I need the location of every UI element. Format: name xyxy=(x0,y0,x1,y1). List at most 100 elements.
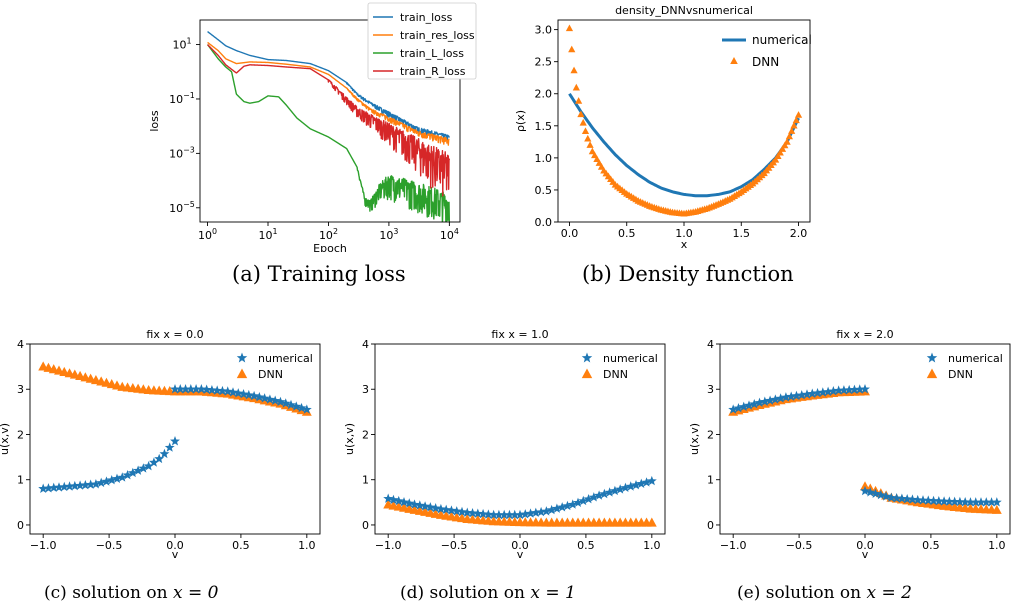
numerical-marker xyxy=(960,496,971,507)
density-xtick-label: 2.0 xyxy=(790,227,808,240)
numerical-marker xyxy=(478,508,489,519)
numerical-marker xyxy=(754,397,765,408)
numerical-marker xyxy=(604,487,615,497)
numerical-marker xyxy=(462,507,473,517)
numerical-marker xyxy=(860,384,870,394)
numerical-marker xyxy=(828,386,839,396)
solution-x0-xlabel: v xyxy=(172,548,179,560)
numerical-marker xyxy=(728,404,739,414)
solution-x1-ytick-label: 0 xyxy=(362,519,369,532)
solution-x2-title: fix x = 2.0 xyxy=(836,328,893,341)
density-legend: numerical DNN xyxy=(722,33,812,69)
solution-x1-xtick-label: 1.0 xyxy=(643,539,661,552)
numerical-marker xyxy=(483,509,494,519)
dnn-marker xyxy=(772,155,780,163)
numerical-marker xyxy=(206,384,217,395)
solution-x0-chart: −1.0 −0.5 0.0 0.5 1.0 0 1 2 3 4 fix x = 0.0 v u(x,v)… xyxy=(0,328,321,560)
solution-x2-xtick-label: 1.0 xyxy=(988,539,1006,552)
density-ytick-label: 1.0 xyxy=(535,152,553,165)
numerical-marker xyxy=(631,479,641,490)
numerical-marker xyxy=(838,385,849,395)
numerical-marker xyxy=(933,495,944,506)
numerical-marker xyxy=(965,497,976,507)
numerical-marker xyxy=(775,393,786,403)
solution-x2-ytick-label: 3 xyxy=(707,383,714,396)
numerical-marker xyxy=(441,504,452,515)
density-ylabel: ρ(x) xyxy=(514,110,527,132)
numerical-marker xyxy=(80,479,91,490)
numerical-marker xyxy=(301,404,312,414)
legend-marker-numerical xyxy=(581,352,593,363)
numerical-marker xyxy=(923,495,934,505)
numerical-marker xyxy=(738,401,749,412)
solution-x2-ytick-label: 4 xyxy=(707,338,714,351)
numerical-marker xyxy=(238,389,249,399)
density-xtick-label: 1.5 xyxy=(733,227,751,240)
numerical-marker xyxy=(446,505,457,515)
dnn-marker xyxy=(575,97,583,104)
numerical-marker xyxy=(170,436,180,446)
numerical-marker xyxy=(875,489,886,500)
numerical-marker xyxy=(986,497,997,507)
numerical-marker xyxy=(159,448,170,459)
numerical-marker xyxy=(180,384,191,394)
numerical-marker xyxy=(201,384,212,394)
solution-x2-xtick-label: 0.5 xyxy=(922,539,940,552)
training-loss-ytick-label: 10−5 xyxy=(169,200,195,215)
solution-x0-title: fix x = 0.0 xyxy=(146,328,203,341)
numerical-marker xyxy=(991,497,1002,507)
legend-marker-dnn xyxy=(730,57,738,64)
dnn-marker xyxy=(794,111,803,118)
numerical-marker xyxy=(430,503,441,513)
legend-label-dnn: DNN xyxy=(258,368,283,381)
solution-x1-ytick-label: 4 xyxy=(362,338,369,351)
numerical-marker xyxy=(133,465,144,475)
series-numerical xyxy=(568,92,800,198)
solution-x0-xtick-label: −0.5 xyxy=(96,539,123,552)
density-frame xyxy=(557,19,811,223)
legend-label-numerical: numerical xyxy=(948,352,1003,365)
legend-marker-numerical xyxy=(236,352,248,363)
training-loss-ylabel: loss xyxy=(150,110,161,132)
numerical-marker xyxy=(620,482,631,493)
legend-label-train-res-loss: train_res_loss xyxy=(400,29,475,42)
solution-x0-ytick-label: 3 xyxy=(17,383,24,396)
solution-x0-ytick-label: 0 xyxy=(17,519,24,532)
numerical-marker xyxy=(143,460,154,471)
series-dnn xyxy=(565,24,803,217)
numerical-marker xyxy=(886,492,897,503)
numerical-marker xyxy=(567,499,578,509)
numerical-marker xyxy=(530,507,541,518)
numerical-marker xyxy=(765,395,776,405)
legend-label-dnn: DNN xyxy=(948,368,973,381)
dnn-marker xyxy=(579,118,587,126)
numerical-marker xyxy=(844,384,855,395)
solution-x0-ytick-label: 1 xyxy=(17,474,24,487)
numerical-marker xyxy=(912,494,923,505)
caption-d: (d) solution on x = 1 xyxy=(400,583,576,603)
training-loss-frame xyxy=(199,19,461,223)
caption-d-text: (d) solution on xyxy=(400,583,531,603)
numerical-marker xyxy=(759,396,770,406)
numerical-marker xyxy=(733,403,744,413)
numerical-marker xyxy=(551,503,562,513)
numerical-marker xyxy=(546,504,557,515)
legend-label-train-L-loss: train_L_loss xyxy=(400,47,464,60)
numerical-marker xyxy=(541,506,552,516)
density-xtick-label: 0.5 xyxy=(618,227,636,240)
dnn-marker xyxy=(584,134,592,142)
series-dnn xyxy=(383,499,657,527)
solution-x0-ytick-label: 2 xyxy=(17,428,24,441)
training-loss-xtick-label: 104 xyxy=(440,227,459,242)
series-train-loss xyxy=(207,31,450,141)
series-train-res-loss xyxy=(207,41,450,146)
numerical-marker xyxy=(849,384,860,394)
dnn-marker xyxy=(565,24,574,32)
caption-c: (c) solution on x = 0 xyxy=(44,583,218,603)
numerical-marker xyxy=(425,502,436,512)
numerical-marker xyxy=(286,399,296,410)
training-loss-xtick-label: 102 xyxy=(319,227,338,242)
numerical-marker xyxy=(817,387,828,397)
numerical-marker xyxy=(275,396,286,407)
numerical-marker xyxy=(488,509,499,520)
